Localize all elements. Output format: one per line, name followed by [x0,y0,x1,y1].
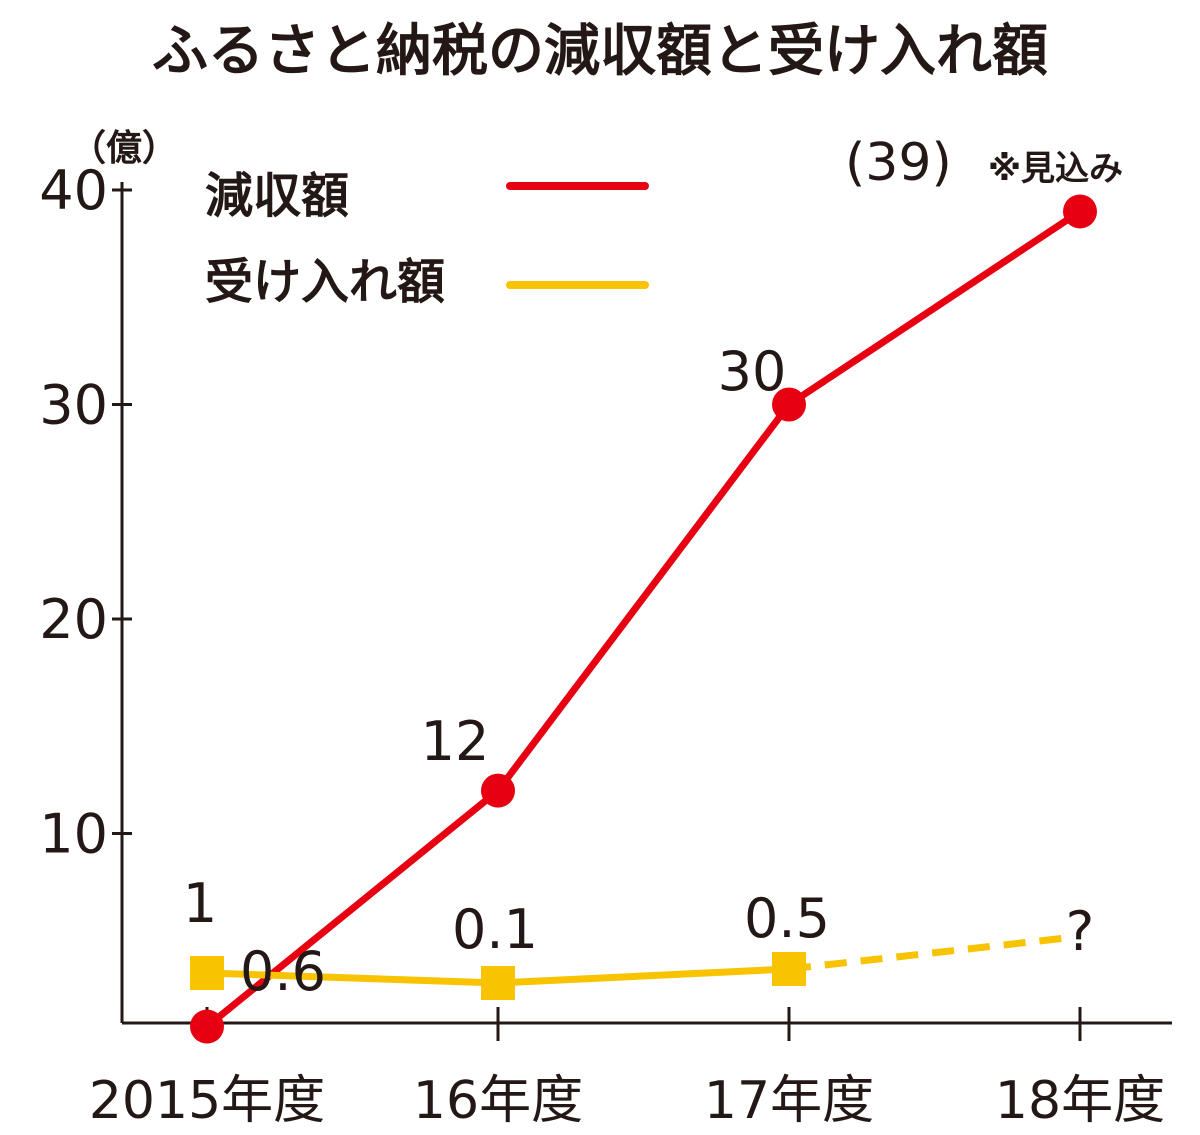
marker-decrease [481,773,515,808]
x-tick-label: 16年度 [413,1071,583,1131]
marker-receive [190,956,224,990]
y-tick-label: 10 [39,803,108,866]
legend-label-decrease: 減収額 [205,168,349,224]
y-unit-label: （億） [70,128,178,169]
marker-decrease [190,1009,224,1044]
series-lines [204,208,1082,1030]
marker-receive [772,952,806,986]
legend: 減収額 受け入れ額 [205,168,649,310]
estimate-value-label: (39) [845,133,952,193]
series-markers [190,194,1097,1044]
series-line-receive-projection [788,933,1076,973]
estimate-note: ※見込み [988,149,1123,189]
data-label-decrease: 1 [183,872,217,935]
data-label-decrease: 30 [718,340,787,403]
data-label-receive: 0.1 [452,898,538,961]
series-line-decrease [204,208,1082,1030]
data-labels: 1 12 30 0.6 0.1 0.5? [183,340,1095,1003]
y-tick-label: 30 [39,374,108,437]
marker-decrease [772,387,806,422]
data-label-receive: ? [1066,900,1095,963]
marker-receive [481,966,515,1000]
y-tick-label: 40 [39,159,108,222]
chart-title: ふるさと納税の減収額と受け入れ額 [152,19,1048,84]
x-tick-label: 2015年度 [89,1071,325,1131]
data-label-receive: 0.5 [744,887,830,950]
marker-decrease [1063,194,1097,229]
x-tick-label: 17年度 [704,1071,874,1131]
y-tick-label: 20 [39,588,108,651]
legend-label-receive: 受け入れ額 [205,254,445,310]
x-tick-label: 18年度 [995,1071,1165,1131]
data-label-receive: 0.6 [240,940,326,1003]
data-label-decrease: 12 [421,710,490,773]
axes: 10 20 30 40 2015年度 16年度 17年度 18年度 [39,159,1172,1131]
